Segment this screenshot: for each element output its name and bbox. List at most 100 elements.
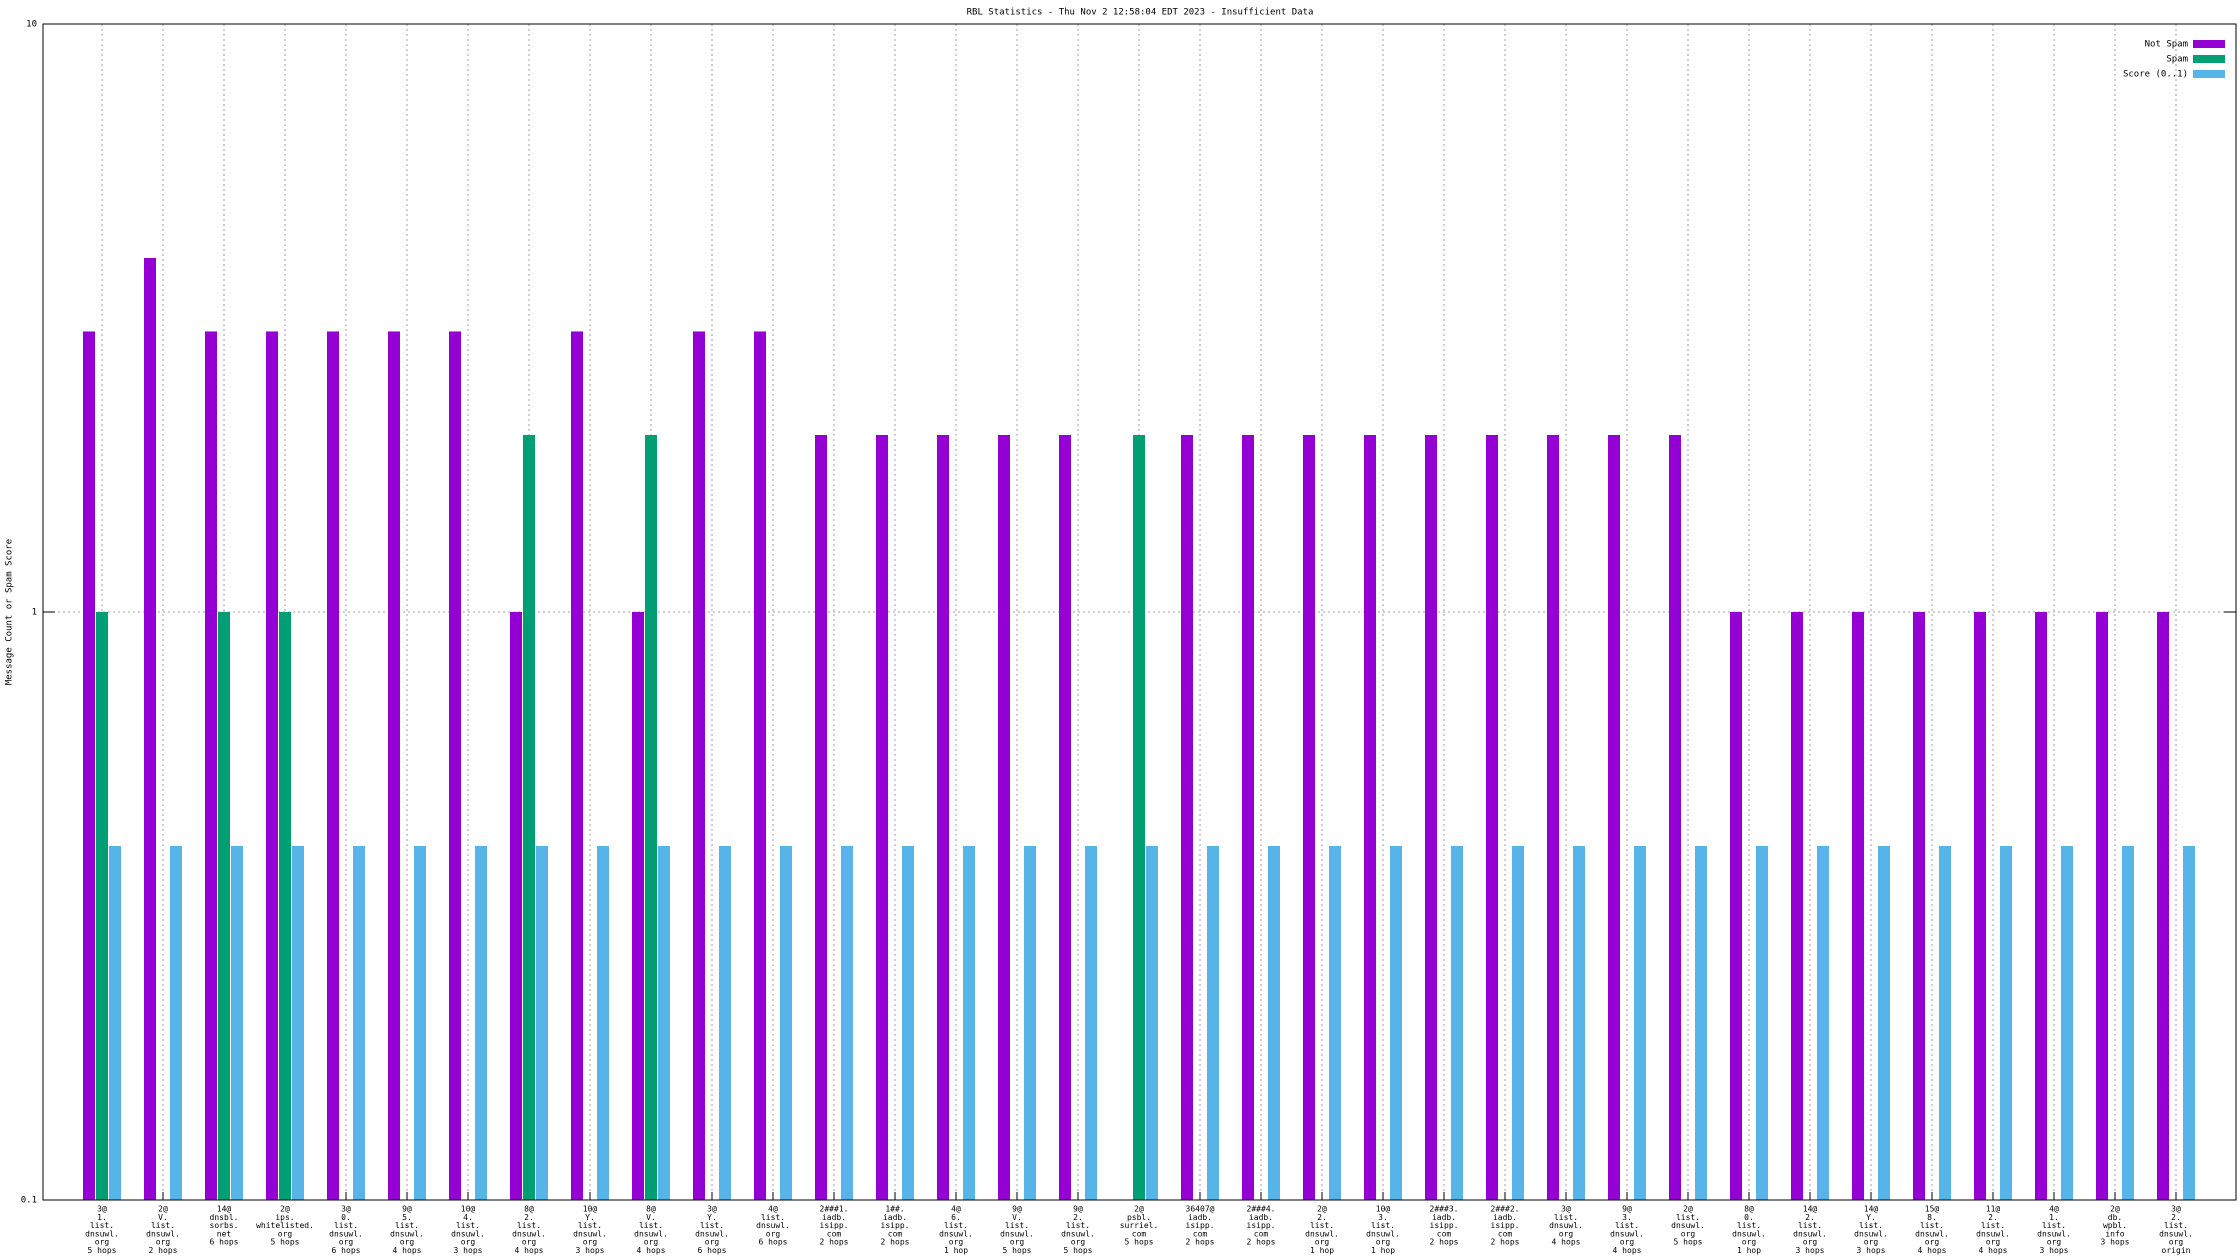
x-tick-label: com	[1132, 1229, 1147, 1238]
x-tick-label: 5 hops	[271, 1238, 300, 1247]
x-tick-label: 2###2.	[1491, 1205, 1520, 1214]
x-tick-label: list.	[395, 1221, 419, 1230]
x-tick-label: 3.	[1378, 1213, 1388, 1222]
x-tick-label: 2@	[1317, 1205, 1327, 1214]
x-tick-label: com	[1498, 1229, 1513, 1238]
x-tick-label: org	[2169, 1238, 2184, 1247]
x-tick-label: org	[1986, 1238, 2001, 1247]
bar	[1852, 612, 1864, 1200]
bar	[2000, 845, 2012, 1200]
x-tick-label: 1 hop	[1737, 1246, 1761, 1255]
x-tick-label: dnsuwl.	[1061, 1229, 1095, 1238]
bar	[1242, 434, 1254, 1200]
x-tick-label: 9@	[1073, 1205, 1083, 1214]
x-tick-label: 1.	[2049, 1213, 2059, 1222]
bar	[1085, 845, 1097, 1200]
x-tick-label: 2.	[1073, 1213, 1083, 1222]
x-tick-label: isipp.	[1430, 1221, 1459, 1230]
x-tick-label: list.	[578, 1221, 602, 1230]
bar	[2035, 612, 2047, 1200]
bar	[83, 331, 95, 1200]
x-tick-label: 15@	[1925, 1205, 1940, 1214]
x-tick-label: 3@	[97, 1205, 107, 1214]
x-tick-label: 4@	[951, 1205, 961, 1214]
x-tick-label: origin	[2162, 1246, 2191, 1255]
x-tick-label: 5 hops	[1125, 1238, 1154, 1247]
bar	[937, 434, 949, 1200]
x-tick-label: 2@	[1134, 1205, 1144, 1214]
x-tick-label: isipp.	[820, 1221, 849, 1230]
x-tick-label: 2 hops	[1491, 1238, 1520, 1247]
bar	[327, 331, 339, 1200]
x-tick-label: 2.	[2171, 1213, 2181, 1222]
x-tick-label: 2@	[158, 1205, 168, 1214]
x-tick-label: com	[1254, 1229, 1269, 1238]
bar	[523, 434, 535, 1200]
x-tick-label: org	[1864, 1238, 1879, 1247]
x-tick-label: dnsuwl.	[1000, 1229, 1034, 1238]
x-tick-label: ips.	[275, 1213, 294, 1222]
bar	[1059, 434, 1071, 1200]
x-tick-label: list.	[1981, 1221, 2005, 1230]
x-tick-label: wpbl.	[2103, 1221, 2127, 1230]
bar	[2183, 845, 2195, 1200]
x-tick-label: list.	[1676, 1213, 1700, 1222]
x-tick-label: 4 hops	[637, 1246, 666, 1255]
bar	[571, 331, 583, 1200]
bar	[658, 845, 670, 1200]
x-tick-label: 1 hop	[944, 1246, 968, 1255]
bar	[1425, 434, 1437, 1200]
bar	[1364, 434, 1376, 1200]
x-tick-label: iadb.	[1432, 1213, 1456, 1222]
x-tick-label: net	[217, 1229, 232, 1238]
x-tick-label: dnsuwl.	[1976, 1229, 2010, 1238]
x-tick-label: list.	[700, 1221, 724, 1230]
x-tick-label: dnsbl.	[210, 1213, 239, 1222]
bar	[1791, 612, 1803, 1200]
x-tick-label: org	[1803, 1238, 1818, 1247]
x-tick-label: 8@	[646, 1205, 656, 1214]
x-tick-label: 2.	[1988, 1213, 1998, 1222]
x-tick-label: 10@	[461, 1205, 476, 1214]
x-tick-label: isipp.	[1247, 1221, 1276, 1230]
x-tick-label: psbl.	[1127, 1213, 1151, 1222]
bar	[2122, 845, 2134, 1200]
legend-label: Spam	[2166, 55, 2188, 65]
bar	[388, 331, 400, 1200]
x-tick-label: 9@	[1622, 1205, 1632, 1214]
legend-label: Score (0..1)	[2123, 70, 2188, 80]
x-tick-label: 0.	[341, 1213, 351, 1222]
x-tick-label: org	[949, 1238, 964, 1247]
bar	[1695, 845, 1707, 1200]
x-tick-label: 2 hops	[881, 1238, 910, 1247]
x-tick-label: dnsuwl.	[634, 1229, 668, 1238]
x-tick-label: org	[1559, 1229, 1574, 1238]
bar	[597, 845, 609, 1200]
bar	[780, 845, 792, 1200]
x-tick-label: dnsuwl.	[1366, 1229, 1400, 1238]
bar	[645, 434, 657, 1200]
x-tick-label: 5 hops	[88, 1246, 117, 1255]
x-tick-label: 5.	[402, 1213, 412, 1222]
x-tick-label: org	[766, 1229, 781, 1238]
x-tick-label: 2.	[1317, 1213, 1327, 1222]
bar	[510, 612, 522, 1200]
x-tick-label: dnsuwl.	[512, 1229, 546, 1238]
x-tick-label: dnsuwl.	[146, 1229, 180, 1238]
x-tick-label: V.	[646, 1213, 656, 1222]
x-tick-label: 2###3.	[1430, 1205, 1459, 1214]
x-tick-label: 3.	[1622, 1213, 1632, 1222]
x-tick-label: list.	[1371, 1221, 1395, 1230]
x-tick-label: Y.	[585, 1213, 595, 1222]
x-tick-label: dnsuwl.	[695, 1229, 729, 1238]
y-tick-label: 10	[26, 20, 37, 30]
bar	[353, 845, 365, 1200]
x-tick-label: 2 hops	[820, 1238, 849, 1247]
bar	[1329, 845, 1341, 1200]
x-tick-label: 1##.	[885, 1205, 904, 1214]
x-tick-label: 3@	[1561, 1205, 1571, 1214]
x-tick-label: 2###4.	[1247, 1205, 1276, 1214]
bar	[1608, 434, 1620, 1200]
bar	[1817, 845, 1829, 1200]
x-tick-label: surriel.	[1120, 1221, 1159, 1230]
